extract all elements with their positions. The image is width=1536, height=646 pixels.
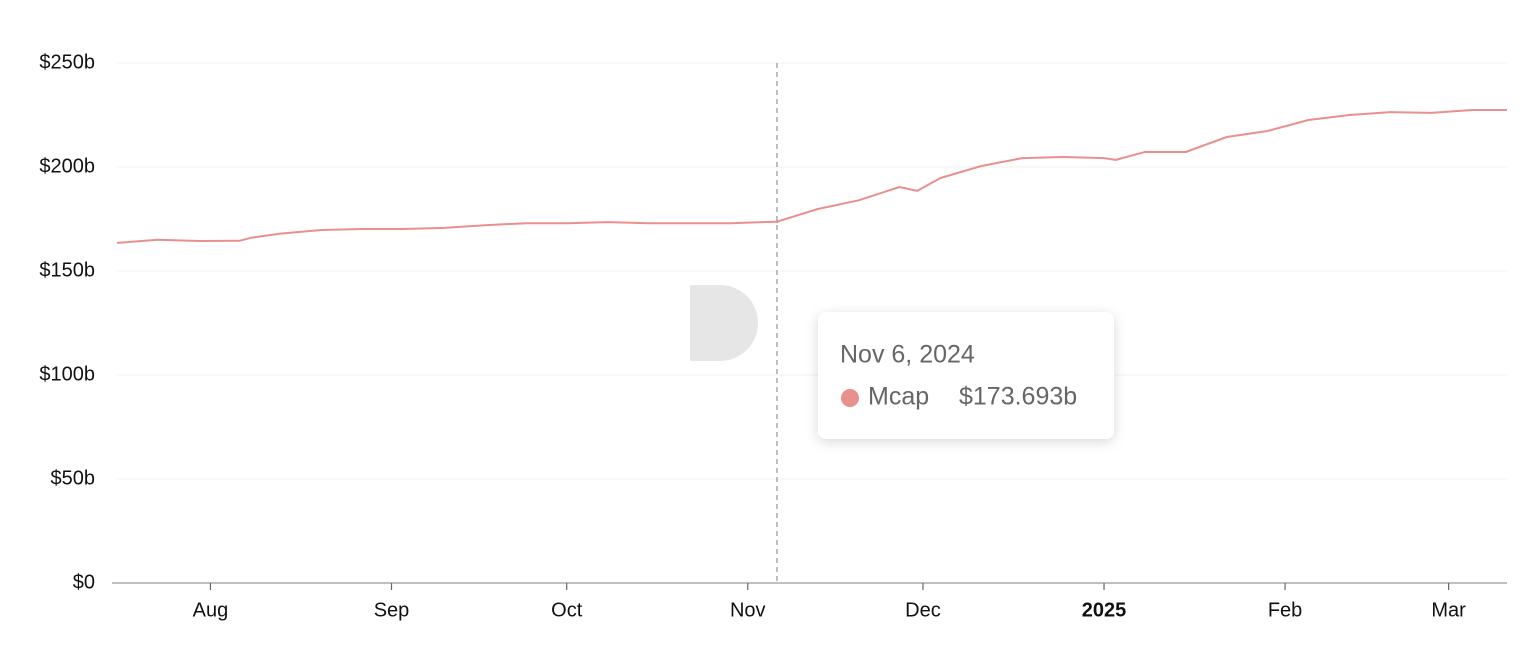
tooltip-point — [775, 220, 779, 224]
x-tick-label: Sep — [374, 599, 410, 621]
series-line — [116, 109, 1507, 244]
y-tick-label: $200b — [39, 155, 95, 177]
tooltip-value: $173.693b — [959, 383, 1077, 411]
x-tick-label: Aug — [193, 599, 229, 621]
tooltip-series: Mcap — [868, 383, 929, 411]
x-tick-label: 2025 — [1082, 599, 1127, 621]
x-tick-label: Mar — [1431, 599, 1466, 621]
y-tick-label: $150b — [39, 259, 95, 281]
x-tick-label: Dec — [905, 599, 941, 621]
x-tick-label: Oct — [551, 599, 583, 621]
x-tick-label: Feb — [1268, 599, 1302, 621]
y-tick-label: $50b — [51, 467, 96, 489]
tooltip-date: Nov 6, 2024 — [840, 341, 975, 369]
y-tick-label: $100b — [39, 363, 95, 385]
tooltip: Nov 6, 2024 Mcap $173.693b — [818, 312, 1114, 439]
tooltip-swatch — [841, 389, 859, 407]
plot-area: $0 $50b $100b $150b $200b $250b Aug Sep Oct Nov De… — [39, 51, 1507, 621]
y-tick-label: $0 — [73, 571, 95, 593]
y-tick-label: $250b — [39, 51, 95, 73]
tooltip-box — [818, 312, 1114, 439]
watermark — [690, 285, 758, 361]
x-tick-label: Nov — [730, 599, 766, 621]
